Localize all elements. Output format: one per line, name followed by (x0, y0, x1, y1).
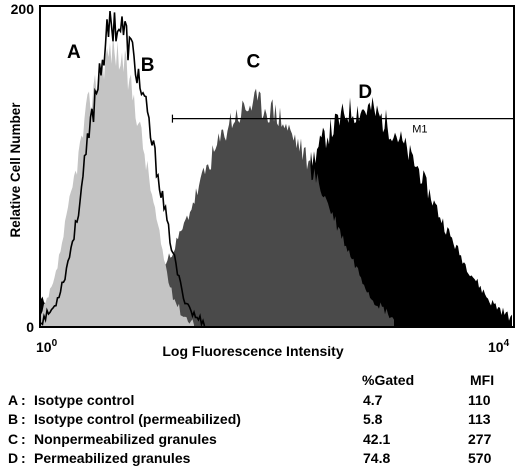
header-gated: %Gated (362, 372, 415, 388)
histogram-chart: M1 A B C D 200 0 100 104 Log Fluorescence I… (8, 1, 515, 359)
gate-label-m1: M1 (412, 124, 427, 136)
row-letter: B (8, 411, 19, 427)
row-mfi: 277 (468, 430, 492, 447)
row-description: Nonpermeabilized granules (34, 430, 217, 447)
row-mfi: 110 (468, 391, 491, 408)
stats-table: %Gated MFI A: Isotype control 4.7 110 B:… (8, 372, 513, 470)
series-label-c: C (246, 52, 260, 73)
series-b-histogram (40, 11, 206, 328)
row-gated: 42.1 (363, 430, 391, 447)
stats-header-row: %Gated MFI (8, 372, 513, 392)
row-letter: D (8, 450, 19, 466)
y-tick-label-200: 200 (11, 1, 35, 17)
stats-row-a: A: Isotype control 4.7 110 (8, 391, 491, 408)
row-description: Isotype control (permeabilized) (34, 411, 241, 427)
row-mfi: 570 (468, 450, 492, 466)
y-tick-label-0: 0 (26, 319, 34, 335)
row-description: Permeabilized granules (34, 450, 191, 466)
stats-row-b: B: Isotype control (permeabilized) 5.8 1… (8, 411, 491, 427)
row-gated: 5.8 (363, 411, 383, 427)
peak-labels: A B C D (67, 42, 372, 103)
x-tick-label-end: 104 (488, 338, 510, 355)
x-axis-label: Log Fluorescence Intensity (162, 343, 343, 359)
x-tick-label-start: 100 (36, 338, 58, 355)
header-mfi: MFI (470, 372, 495, 388)
plot-frame (39, 5, 515, 328)
series-a-histogram (41, 33, 194, 326)
series-label-b: B (141, 55, 155, 76)
row-letter: C (8, 430, 19, 447)
stats-row-d: D: Permeabilized granules 74.8 570 (8, 450, 492, 466)
row-letter: A (8, 391, 19, 408)
series-label-d: D (358, 82, 372, 103)
series-label-a: A (67, 42, 81, 63)
series-layer (40, 11, 512, 328)
row-description: Isotype control (34, 391, 135, 408)
gate-layer: M1 (171, 114, 513, 136)
series-d-histogram (41, 97, 512, 326)
y-axis-label: Relative Cell Number (8, 102, 23, 238)
row-mfi: 113 (468, 411, 491, 427)
series-c-histogram (112, 88, 394, 326)
row-gated: 4.7 (363, 391, 383, 408)
row-gated: 74.8 (363, 450, 391, 466)
stats-row-c: C: Nonpermeabilized granules 42.1 277 (8, 430, 492, 447)
